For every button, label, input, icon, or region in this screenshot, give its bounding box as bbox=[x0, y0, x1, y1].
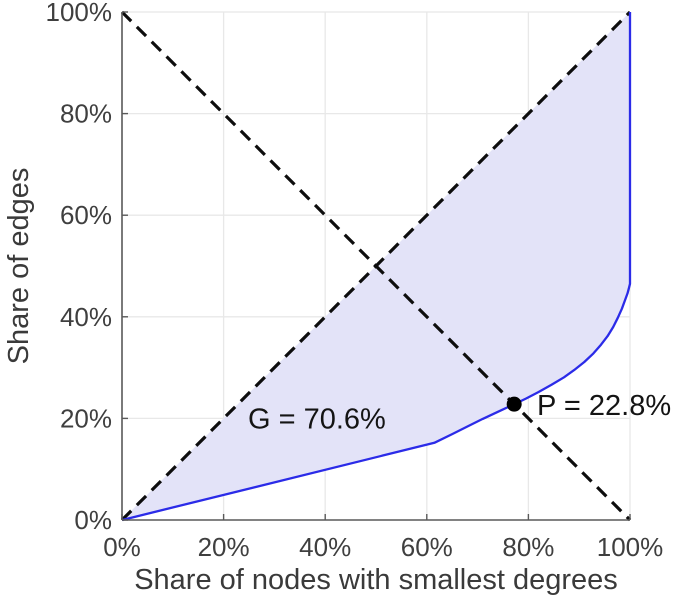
x-tick-label: 80% bbox=[502, 532, 554, 562]
y-tick-label: 0% bbox=[74, 505, 112, 535]
x-axis-title: Share of nodes with smallest degrees bbox=[134, 564, 618, 596]
y-tick-label: 60% bbox=[60, 200, 112, 230]
y-axis-title: Share of edges bbox=[3, 168, 35, 365]
x-tick-label: 0% bbox=[103, 532, 141, 562]
gini-label: G = 70.6% bbox=[248, 403, 386, 435]
p-label: P = 22.8% bbox=[537, 390, 671, 422]
y-tick-label: 40% bbox=[60, 302, 112, 332]
x-tick-label: 40% bbox=[299, 532, 351, 562]
intersection-point bbox=[506, 396, 522, 412]
lorenz-curve-line bbox=[121, 12, 632, 522]
x-tick-label: 60% bbox=[401, 532, 453, 562]
anti-diagonal-line bbox=[120, 10, 632, 522]
x-tick-label: 100% bbox=[597, 532, 664, 562]
x-tick-label: 20% bbox=[198, 532, 250, 562]
y-tick-label: 100% bbox=[46, 0, 113, 27]
y-tick-label: 20% bbox=[60, 403, 112, 433]
y-tick-label: 80% bbox=[60, 99, 112, 129]
